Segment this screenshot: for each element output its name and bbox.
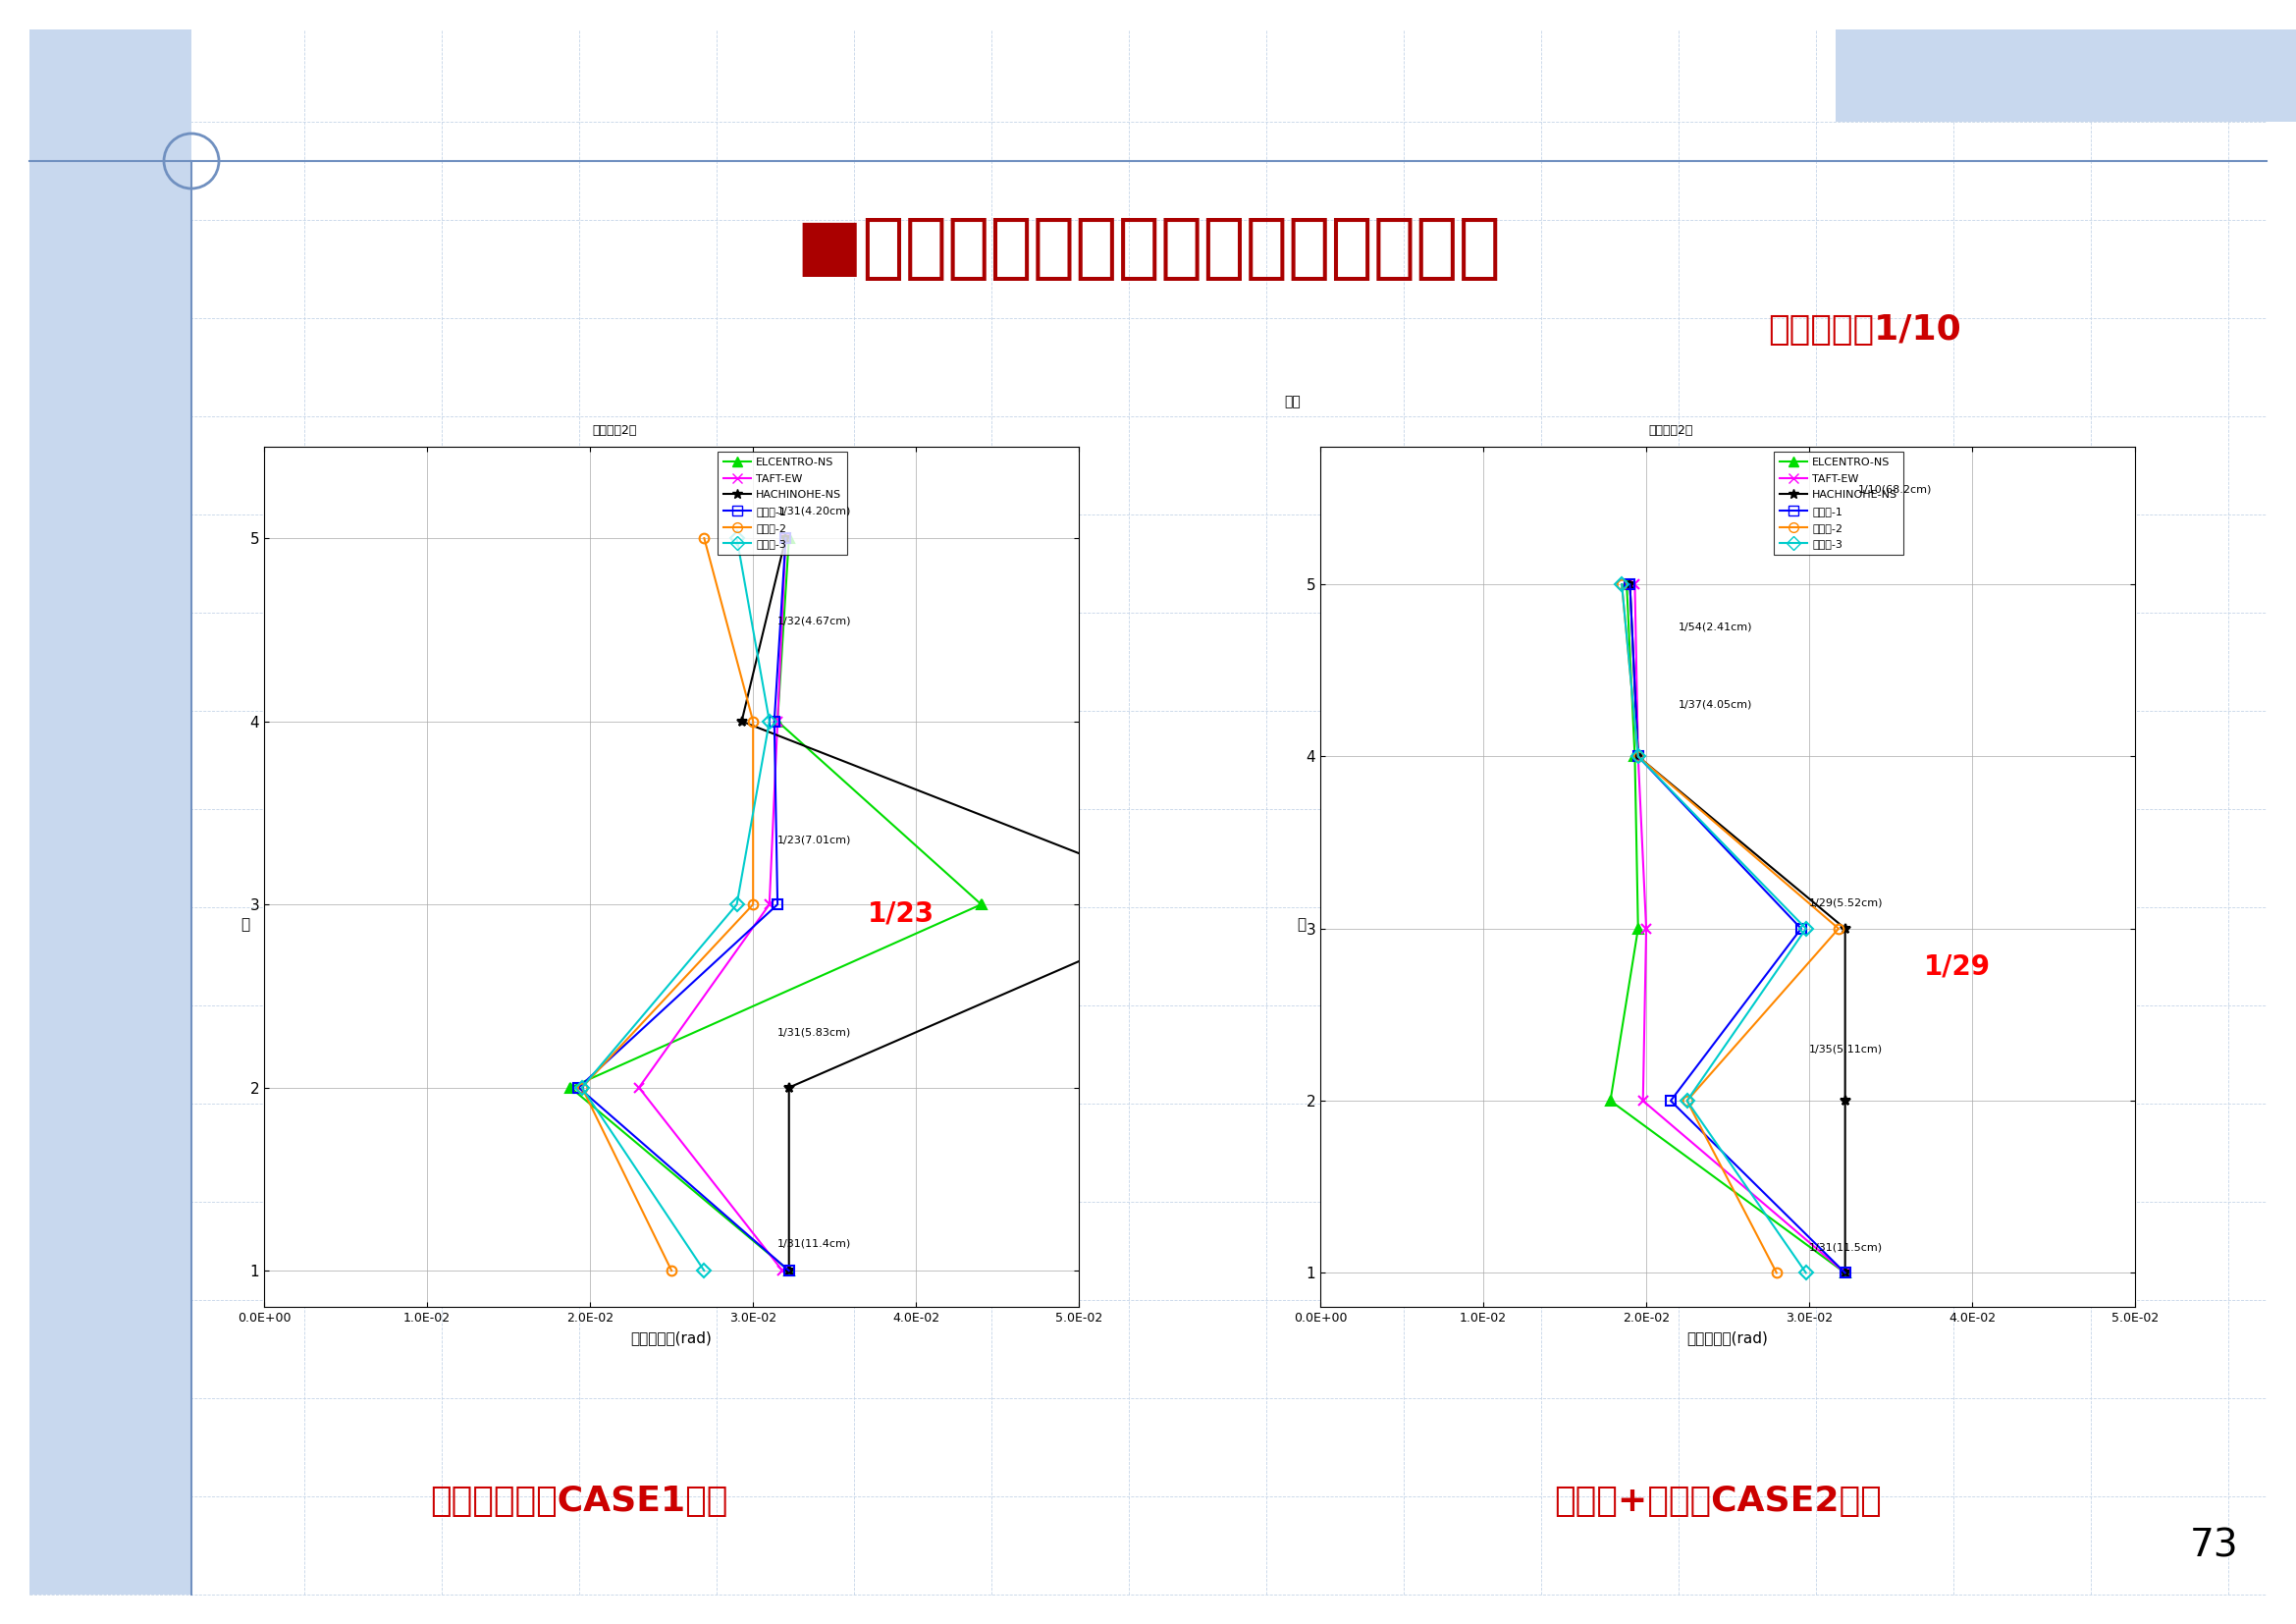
- X-axis label: 層間変形角(rad): 層間変形角(rad): [1688, 1330, 1768, 1345]
- Text: 【塔身のみ（CASE1）】: 【塔身のみ（CASE1）】: [429, 1484, 728, 1518]
- Text: 1/29: 1/29: [1924, 953, 1991, 981]
- Text: 1/54(2.41cm): 1/54(2.41cm): [1678, 622, 1752, 632]
- Text: 1/32(4.67cm): 1/32(4.67cm): [778, 615, 852, 625]
- Text: 【塔身+心柱（CASE2）】: 【塔身+心柱（CASE2）】: [1554, 1484, 1883, 1518]
- Text: （レベル2）: （レベル2）: [592, 424, 636, 437]
- Text: 1/31(4.20cm): 1/31(4.20cm): [778, 505, 852, 515]
- X-axis label: 層間変形角(rad): 層間変形角(rad): [631, 1330, 712, 1345]
- Text: 1/37(4.05cm): 1/37(4.05cm): [1678, 700, 1752, 710]
- Text: （レベル2）: （レベル2）: [1649, 424, 1692, 437]
- Text: 1/31(11.5cm): 1/31(11.5cm): [1809, 1242, 1883, 1252]
- Text: ■解析結果（３）：応答層間変形角: ■解析結果（３）：応答層間変形角: [797, 216, 1502, 283]
- Text: 1/23(7.01cm): 1/23(7.01cm): [778, 835, 852, 844]
- Legend: ELCENTRO-NS, TAFT-EW, HACHINOHE-NS, 告示波-1, 告示波-2, 告示波-3: ELCENTRO-NS, TAFT-EW, HACHINOHE-NS, 告示波-…: [719, 451, 847, 555]
- Text: 1/23: 1/23: [868, 900, 934, 927]
- Text: 重: 重: [1297, 918, 1306, 932]
- Text: 1/31(11.4cm): 1/31(11.4cm): [778, 1239, 852, 1249]
- Bar: [1835, 29, 2296, 122]
- Text: 1/10(68.2cm): 1/10(68.2cm): [1857, 484, 1933, 495]
- Text: 重: 重: [241, 918, 250, 932]
- Text: 73: 73: [2190, 1528, 2239, 1566]
- Bar: [30, 29, 191, 1595]
- Text: 1/31(5.83cm): 1/31(5.83cm): [778, 1028, 852, 1038]
- Text: 1/35(5.11cm): 1/35(5.11cm): [1809, 1044, 1883, 1054]
- Legend: ELCENTRO-NS, TAFT-EW, HACHINOHE-NS, 告示波-1, 告示波-2, 告示波-3: ELCENTRO-NS, TAFT-EW, HACHINOHE-NS, 告示波-…: [1775, 451, 1903, 555]
- Text: 1/29(5.52cm): 1/29(5.52cm): [1809, 898, 1883, 908]
- Text: 相輪は最大1/10: 相輪は最大1/10: [1768, 313, 1961, 346]
- Text: 相輪: 相輪: [1283, 395, 1302, 409]
